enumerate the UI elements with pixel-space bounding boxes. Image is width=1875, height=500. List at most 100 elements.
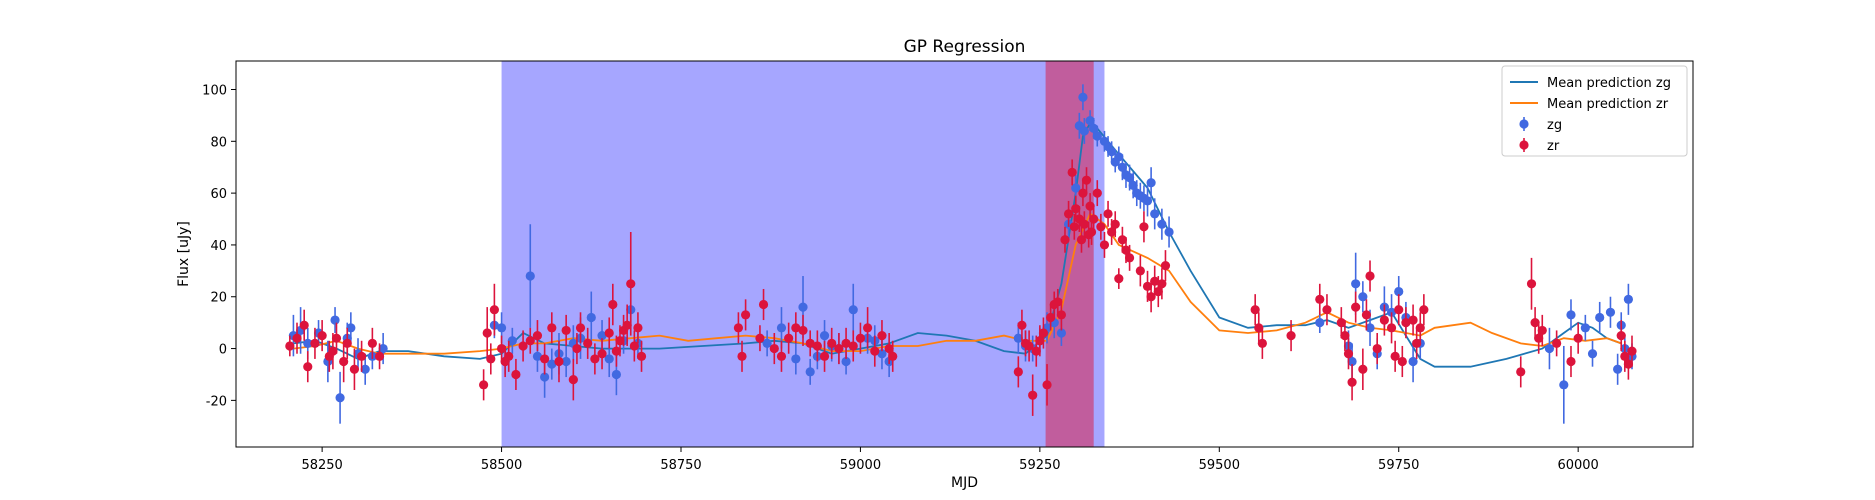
data-point-zg <box>1150 209 1160 219</box>
data-point-zr <box>1028 390 1038 400</box>
data-point-zg <box>1013 333 1023 343</box>
data-point-zr <box>317 331 327 341</box>
chart-title: GP Regression <box>904 37 1026 57</box>
data-point-zr <box>1114 274 1124 284</box>
x-tick-label: 58500 <box>481 458 522 473</box>
data-point-zr <box>1157 279 1167 289</box>
x-tick-label: 59750 <box>1378 458 1419 473</box>
data-point-zr <box>737 351 747 361</box>
data-point-zr <box>1394 305 1404 315</box>
legend-entry-label: zr <box>1547 139 1560 154</box>
data-point-zr <box>1537 325 1547 336</box>
data-point-zr <box>1372 343 1382 354</box>
data-point-zg <box>1056 328 1066 338</box>
data-point-zr <box>540 354 550 364</box>
data-point-zg <box>848 305 858 315</box>
data-point-zr <box>1046 312 1056 323</box>
data-point-zg <box>1394 286 1404 297</box>
data-point-zg <box>547 359 557 369</box>
data-point-zg <box>1365 323 1375 333</box>
data-point-zr <box>784 333 794 343</box>
data-point-zr <box>791 323 801 333</box>
data-point-zr <box>374 351 385 361</box>
data-point-zr <box>504 351 514 361</box>
data-point-zr <box>486 354 496 364</box>
data-point-zr <box>367 338 377 348</box>
data-point-zr <box>1053 297 1063 307</box>
x-axis-label: MJD <box>951 475 978 491</box>
x-tick-label: 59250 <box>1019 458 1060 473</box>
data-point-zr <box>1340 331 1350 341</box>
data-point-zg <box>1092 131 1102 141</box>
data-point-zr <box>1566 356 1576 367</box>
legend-box <box>1501 65 1688 157</box>
data-point-zr <box>1361 310 1372 320</box>
data-point-zr <box>496 343 507 354</box>
shaded-regions <box>501 61 1105 447</box>
data-point-zr <box>1139 222 1149 232</box>
data-point-zg <box>1142 196 1153 206</box>
data-point-zr <box>1135 266 1145 276</box>
data-point-zr <box>532 331 543 341</box>
data-point-zr <box>1412 338 1422 348</box>
data-point-zr <box>1117 235 1128 245</box>
x-tick-label: 60000 <box>1557 458 1598 473</box>
data-point-zr <box>1067 167 1077 177</box>
data-point-zr <box>1552 338 1562 348</box>
data-point-zr <box>1573 333 1583 343</box>
data-point-zr <box>1390 351 1400 361</box>
data-point-zg <box>507 336 517 346</box>
data-point-zr <box>1379 315 1389 325</box>
data-point-zr <box>1286 331 1296 341</box>
data-point-zr <box>547 323 557 333</box>
data-point-zg <box>1107 147 1117 157</box>
data-point-zr <box>349 364 360 374</box>
data-point-zr <box>357 351 367 361</box>
data-point-zg <box>1124 172 1135 183</box>
data-point-zg <box>1128 180 1138 190</box>
data-point-zr <box>561 325 571 336</box>
data-point-zr <box>1386 323 1397 333</box>
data-point-zg <box>1146 178 1156 188</box>
data-point-zr <box>1351 302 1361 312</box>
data-point-zr <box>626 279 636 289</box>
data-point-zr <box>1322 305 1332 315</box>
legend-marker-swatch <box>1519 140 1529 150</box>
data-point-zr <box>310 338 320 348</box>
data-point-zr <box>1623 359 1634 369</box>
data-point-zr <box>877 331 887 341</box>
data-point-zr <box>633 323 643 333</box>
data-point-zg <box>597 331 607 341</box>
data-point-zr <box>303 362 313 372</box>
data-point-zr <box>525 336 535 346</box>
data-point-zr <box>1160 261 1171 271</box>
data-point-zr <box>608 299 618 310</box>
data-point-zg <box>1089 123 1099 133</box>
data-point-zr <box>755 333 765 343</box>
points-zr <box>285 159 1637 416</box>
data-point-zr <box>518 341 528 351</box>
y-tick-label: 80 <box>210 135 227 150</box>
data-point-zg <box>762 338 772 348</box>
x-tick-label: 59500 <box>1199 458 1240 473</box>
data-point-zg <box>1587 349 1598 359</box>
data-point-zr <box>1124 253 1135 263</box>
data-point-zg <box>330 315 340 325</box>
data-point-zr <box>1534 333 1544 343</box>
x-tick-label: 58250 <box>301 458 342 473</box>
legend: Mean prediction zg Mean prediction zr zg zr <box>1501 65 1688 157</box>
data-point-zg <box>877 349 887 359</box>
x-tick-label: 58750 <box>660 458 701 473</box>
data-point-zr <box>1526 279 1537 289</box>
data-point-zr <box>888 351 898 361</box>
data-point-zr <box>848 341 858 351</box>
y-tick-label: 100 <box>202 83 227 98</box>
data-point-zg <box>1164 227 1174 237</box>
data-point-zg <box>1114 152 1124 162</box>
data-point-zr <box>827 338 837 348</box>
data-point-zr <box>1153 286 1163 297</box>
data-point-zr <box>1035 336 1045 346</box>
y-axis-ticks: -20 0 20 40 60 80 100 <box>202 83 236 409</box>
data-point-zr <box>1254 323 1264 333</box>
x-axis-ticks: 58250 58500 58750 59000 59250 59500 59750 60000 <box>301 447 1599 473</box>
